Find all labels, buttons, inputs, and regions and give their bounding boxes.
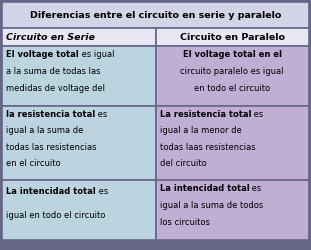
Text: La resistencia total: La resistencia total [160, 110, 251, 119]
Bar [156, 46, 309, 106]
Text: igual a la suma de: igual a la suma de [6, 126, 83, 135]
Text: igual en todo el circuito: igual en todo el circuito [6, 212, 105, 220]
Text: todas las resistencias: todas las resistencias [6, 142, 96, 152]
Text: igual a la suma de todos: igual a la suma de todos [160, 201, 263, 210]
Text: en el circuito: en el circuito [6, 159, 61, 168]
Bar [156, 106, 309, 180]
Text: La intencidad total: La intencidad total [160, 184, 249, 193]
Text: del circuito: del circuito [160, 159, 206, 168]
Text: medidas de voltage del: medidas de voltage del [6, 84, 105, 93]
Bar [2, 180, 156, 240]
Bar [2, 28, 156, 46]
Text: circuito paralelo es igual: circuito paralelo es igual [180, 67, 284, 76]
Text: igual a la menor de: igual a la menor de [160, 126, 241, 135]
Text: Diferencias entre el circuito en serie y paralelo: Diferencias entre el circuito en serie y… [30, 10, 281, 20]
Text: La intencidad total: La intencidad total [6, 188, 96, 196]
Text: es: es [95, 110, 108, 119]
Text: es: es [96, 188, 108, 196]
Bar [2, 2, 309, 28]
Text: todas laas resistencias: todas laas resistencias [160, 142, 255, 152]
Text: El voltage total: El voltage total [6, 50, 79, 59]
Text: a la suma de todas las: a la suma de todas las [6, 67, 100, 76]
Text: es igual: es igual [79, 50, 114, 59]
Bar [156, 28, 309, 46]
Text: la resistencia total: la resistencia total [6, 110, 95, 119]
Bar [156, 180, 309, 240]
Bar [2, 106, 156, 180]
Text: es: es [249, 184, 262, 193]
Text: El voltage total en el: El voltage total en el [183, 50, 282, 59]
Text: en todo el circuito: en todo el circuito [194, 84, 270, 93]
Text: es: es [251, 110, 263, 119]
Text: los circuitos: los circuitos [160, 218, 210, 227]
Text: Circuito en Paralelo: Circuito en Paralelo [180, 32, 285, 42]
Bar [2, 46, 156, 106]
Text: Circuito en Serie: Circuito en Serie [6, 32, 95, 42]
